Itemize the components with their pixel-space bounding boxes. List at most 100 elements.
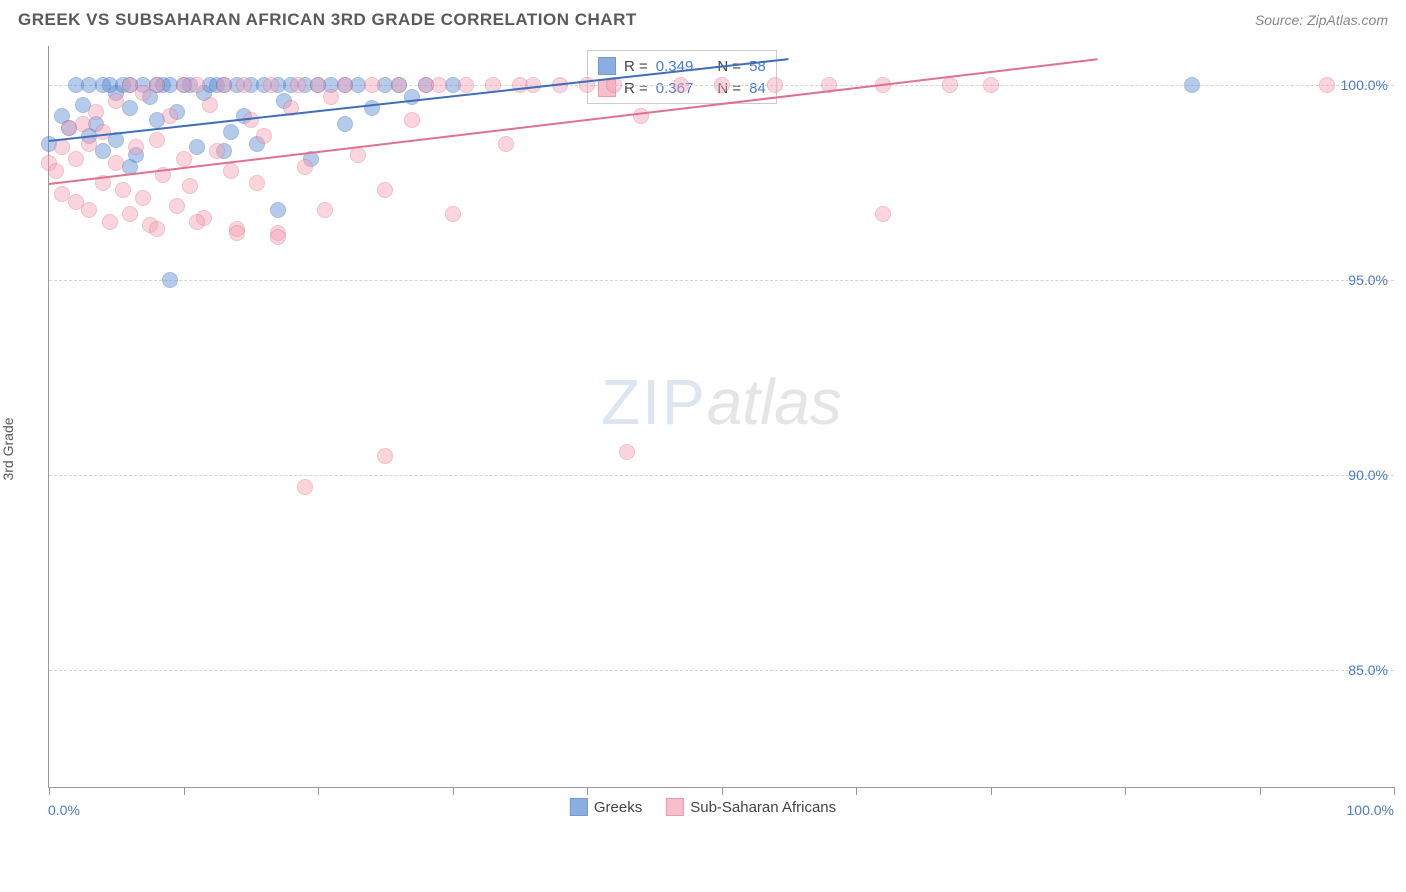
scatter-point [337,116,353,132]
scatter-point [290,77,306,93]
scatter-point [270,202,286,218]
scatter-point [350,147,366,163]
x-tick [1394,787,1395,795]
scatter-point [149,132,165,148]
scatter-point [68,151,84,167]
x-tick [587,787,588,795]
scatter-point [162,108,178,124]
scatter-point [189,139,205,155]
legend-label: Greeks [594,799,642,816]
scatter-point [270,229,286,245]
x-tick [1125,787,1126,795]
scatter-point [48,163,64,179]
r-label: R = [624,58,648,75]
scatter-point [364,77,380,93]
scatter-point [209,143,225,159]
scatter-point [176,151,192,167]
scatter-point [942,77,958,93]
scatter-point [216,77,232,93]
x-tick [184,787,185,795]
scatter-point [122,206,138,222]
scatter-point [256,128,272,144]
legend-item: Greeks [570,798,642,816]
scatter-point [875,206,891,222]
stats-row: R =0.349N =58 [598,55,766,77]
legend-swatch [570,798,588,816]
scatter-point [377,182,393,198]
x-tick [1260,787,1261,795]
scatter-point [498,136,514,152]
scatter-point [391,77,407,93]
scatter-point [223,163,239,179]
chart-legend: Greeks Sub-Saharan Africans [570,798,836,816]
scatter-point [162,272,178,288]
scatter-point [128,139,144,155]
scatter-point [236,77,252,93]
scatter-point [337,77,353,93]
scatter-point [404,112,420,128]
chart-header: GREEK VS SUBSAHARAN AFRICAN 3RD GRADE CO… [0,0,1406,36]
scatter-point [149,77,165,93]
scatter-point [249,175,265,191]
legend-item: Sub-Saharan Africans [666,798,836,816]
scatter-point [95,124,111,140]
scatter-point [431,77,447,93]
legend-swatch [666,798,684,816]
x-axis-min-label: 0.0% [48,802,80,818]
gridline-horizontal [49,670,1394,671]
legend-label: Sub-Saharan Africans [690,799,836,816]
scatter-point [108,93,124,109]
scatter-point [633,108,649,124]
scatter-point [202,97,218,113]
x-tick [453,787,454,795]
scatter-point [673,77,689,93]
scatter-point [115,182,131,198]
scatter-point [223,124,239,140]
x-tick [856,787,857,795]
scatter-point [169,198,185,214]
x-tick [722,787,723,795]
y-tick-label: 90.0% [1348,467,1388,483]
scatter-point [88,104,104,120]
scatter-point [135,190,151,206]
x-tick [991,787,992,795]
source-attribution: Source: ZipAtlas.com [1255,12,1388,28]
scatter-point [54,139,70,155]
scatter-point [323,89,339,105]
scatter-point [714,77,730,93]
scatter-point [81,202,97,218]
y-tick-label: 95.0% [1348,272,1388,288]
scatter-point [75,116,91,132]
scatter-point [983,77,999,93]
scatter-point [182,178,198,194]
series-swatch [598,57,616,75]
scatter-point [458,77,474,93]
scatter-point [1184,77,1200,93]
scatter-point [317,202,333,218]
scatter-point [1319,77,1335,93]
n-value: 84 [749,80,766,97]
chart-container: 3rd Grade ZIPatlas R =0.349N =58R =0.367… [0,36,1406,846]
scatter-point [445,206,461,222]
scatter-point [297,159,313,175]
gridline-horizontal [49,475,1394,476]
scatter-point [767,77,783,93]
chart-title: GREEK VS SUBSAHARAN AFRICAN 3RD GRADE CO… [18,10,637,30]
scatter-point [102,214,118,230]
scatter-point [189,77,205,93]
scatter-point [263,77,279,93]
watermark: ZIPatlas [601,365,842,439]
x-tick [49,787,50,795]
scatter-point [229,225,245,241]
y-tick-label: 100.0% [1341,77,1388,93]
plot-area: ZIPatlas R =0.349N =58R =0.367N =84 85.0… [48,46,1394,788]
scatter-point [149,221,165,237]
scatter-point [108,155,124,171]
gridline-horizontal [49,280,1394,281]
scatter-point [619,444,635,460]
scatter-point [297,479,313,495]
y-tick-label: 85.0% [1348,662,1388,678]
scatter-point [122,100,138,116]
y-axis-label: 3rd Grade [0,417,16,480]
scatter-point [189,214,205,230]
